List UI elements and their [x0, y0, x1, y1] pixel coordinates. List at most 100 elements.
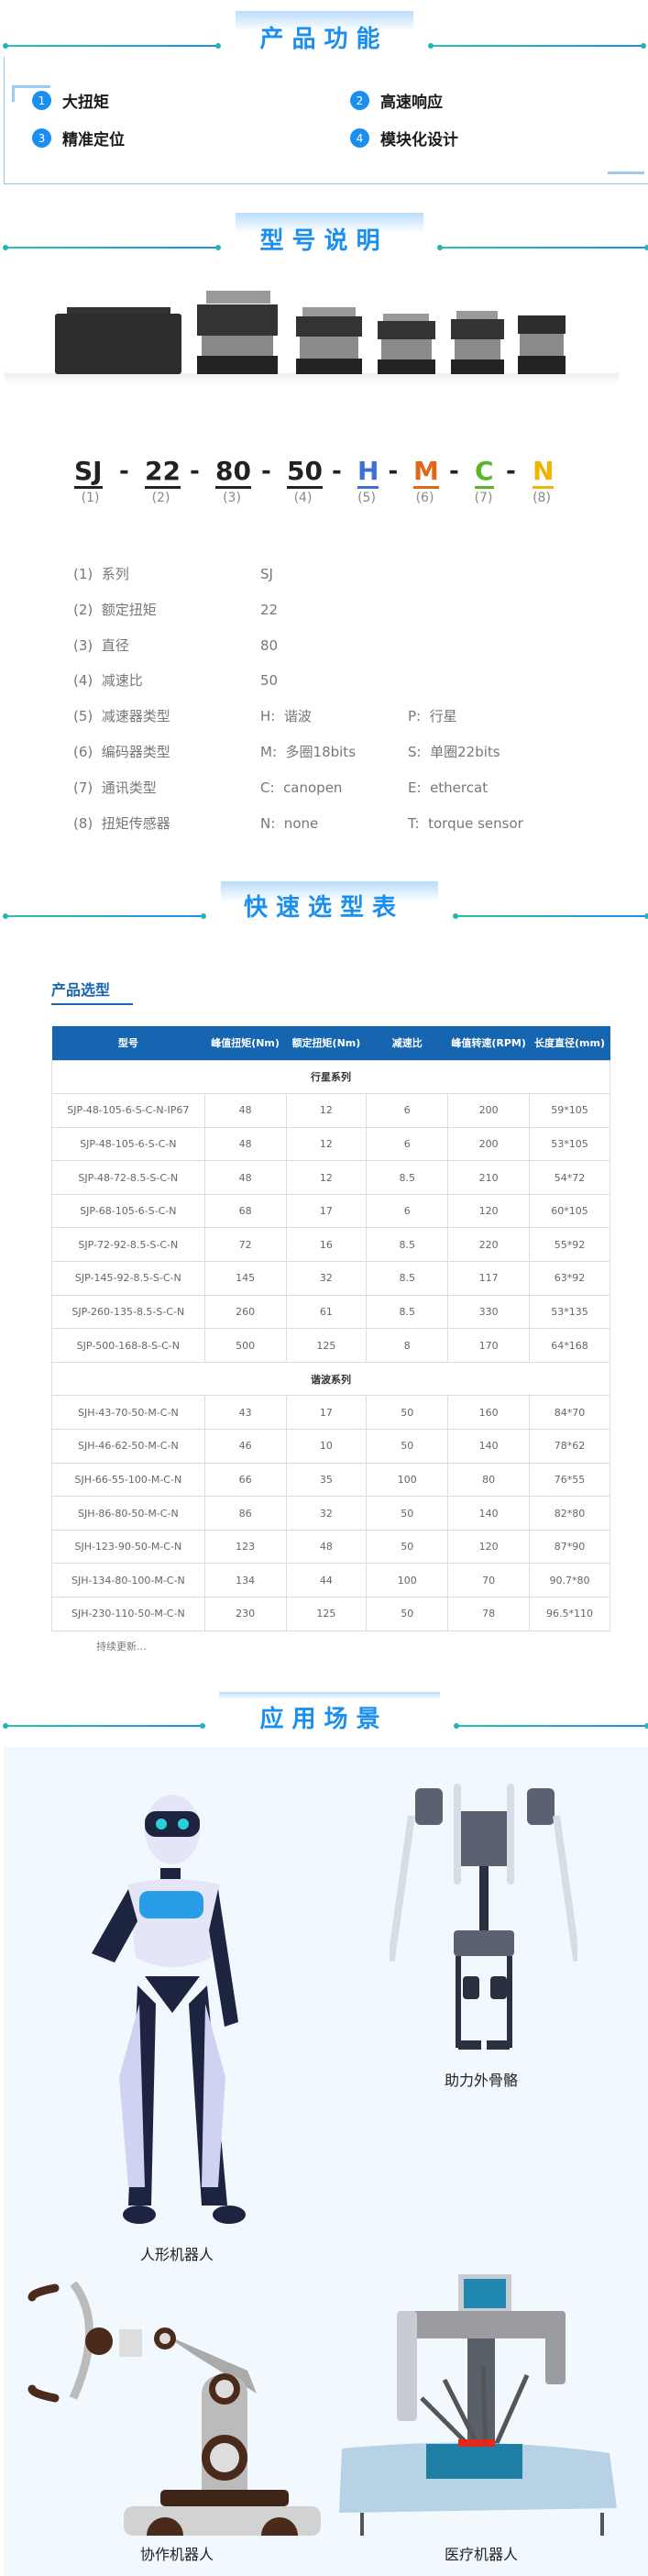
table-cell: 87*90 [529, 1529, 610, 1564]
divider-line-right [453, 913, 648, 919]
spec-value: C: canopen [260, 779, 343, 796]
table-group-row: 行星系列 [51, 1059, 610, 1095]
table-cell: 66 [203, 1462, 287, 1498]
table-cell: SJP-68-105-6-S-C-N [51, 1193, 205, 1229]
table-cell: 48 [203, 1126, 287, 1162]
medical-robot-illustration [339, 2274, 617, 2536]
spec-value-alt: E: ethercat [408, 779, 489, 796]
actuator-3 [296, 307, 362, 374]
application-label: 人形机器人 [139, 2246, 214, 2263]
code-separator: - [506, 458, 516, 485]
actuator-4 [378, 314, 435, 374]
feature-label: 精准定位 [62, 131, 125, 149]
table-cell: 8.5 [366, 1160, 449, 1195]
number-badge: 3 [32, 128, 51, 148]
spec-label: (2) 额定扭矩 [73, 601, 157, 618]
table-cell: 35 [285, 1462, 368, 1498]
table-cell: 54*72 [529, 1160, 610, 1195]
exoskeleton-illustration [390, 1784, 577, 2050]
product-lineup-image [5, 291, 619, 384]
table-cell: 32 [285, 1261, 368, 1296]
table-cell: SJP-145-92-8.5-S-C-N [51, 1261, 205, 1296]
code-segment: SJ [74, 459, 103, 489]
table-cell: SJH-134-80-100-M-C-N [51, 1563, 205, 1598]
column-header: 峰值转速(RPM) [447, 1026, 530, 1060]
application-panel [4, 1747, 648, 2576]
table-cell: 160 [447, 1395, 531, 1431]
spec-label: (1) 系列 [73, 566, 129, 582]
table-cell: 500 [203, 1328, 287, 1363]
table-cell: 134 [203, 1563, 287, 1598]
table-cell: 60*105 [529, 1193, 610, 1229]
table-cell: 82*80 [529, 1496, 610, 1531]
spec-value: 50 [260, 672, 279, 690]
code-segment: N [533, 459, 555, 489]
number-badge: 2 [350, 91, 369, 110]
table-cell: 17 [285, 1193, 368, 1229]
table-cell: 8 [366, 1328, 449, 1363]
table-cell: 117 [447, 1261, 531, 1296]
code-segment-index: (3) [223, 491, 241, 505]
selection-heading: 产品选型 [51, 978, 133, 1005]
divider-line-left [3, 1723, 205, 1729]
table-row: SJH-66-55-100-M-C-N 66 35 100 80 76*55 [51, 1462, 610, 1498]
feature-label: 模块化设计 [380, 131, 458, 149]
code-separator: - [190, 458, 200, 485]
title-highlight [219, 1692, 440, 1699]
application-label: 医疗机器人 [444, 2546, 518, 2563]
spec-value: H: 谐波 [260, 708, 312, 725]
table-cell: 43 [203, 1395, 287, 1431]
code-segment: 80 [215, 459, 251, 489]
table-cell: SJH-43-70-50-M-C-N [51, 1395, 205, 1431]
section-title-application: 应用场景 [259, 1706, 389, 1733]
selection-table: 型号 峰值扭矩(Nm) 额定扭矩(Nm) 减速比 峰值转速(RPM) 长度直径(mm) 行… [51, 1026, 610, 1631]
table-cell: 72 [203, 1227, 287, 1263]
number-badge: 4 [350, 128, 369, 148]
spec-value: 22 [260, 601, 279, 618]
divider-line-left [3, 913, 206, 919]
table-cell: 220 [447, 1227, 531, 1263]
divider-line-right [454, 1723, 648, 1729]
collaborative-robot-illustration [27, 2281, 321, 2536]
code-segment: C [475, 459, 494, 489]
table-cell: 53*105 [529, 1126, 610, 1162]
table-cell: 80 [447, 1462, 531, 1498]
table-row: SJP-48-72-8.5-S-C-N 48 12 8.5 210 54*72 [51, 1160, 610, 1195]
column-header: 减速比 [366, 1026, 448, 1060]
table-row: SJH-134-80-100-M-C-N 134 44 100 70 90.7*80 [51, 1563, 610, 1598]
table-cell: 10 [285, 1429, 368, 1464]
table-cell: 140 [447, 1429, 531, 1464]
spec-value: N: none [260, 814, 319, 832]
table-cell: 48 [203, 1160, 287, 1195]
spec-label: (5) 减速器类型 [73, 708, 170, 725]
table-cell: 50 [366, 1496, 449, 1531]
actuator-6 [518, 315, 566, 374]
code-segment-index: (7) [474, 491, 493, 505]
divider-line-right [437, 245, 648, 250]
table-cell: 8.5 [366, 1261, 449, 1296]
code-separator: - [332, 458, 342, 485]
table-cell: SJP-48-105-6-S-C-N-IP67 [51, 1093, 205, 1128]
table-cell: 78 [447, 1597, 531, 1631]
table-cell: SJH-86-80-50-M-C-N [51, 1496, 205, 1531]
feature-item: 2 高速响应 [350, 89, 443, 112]
code-separator: - [119, 458, 129, 485]
code-segment-index: (5) [357, 491, 376, 505]
feature-label: 高速响应 [380, 94, 443, 112]
code-segment: 50 [287, 459, 323, 489]
table-cell: 6 [366, 1126, 449, 1162]
table-cell: 120 [447, 1529, 531, 1564]
table-cell: 120 [447, 1193, 531, 1229]
spec-label: (7) 通讯类型 [73, 779, 157, 796]
table-cell: 125 [285, 1597, 368, 1631]
section-title-selection: 快速选型表 [243, 894, 404, 922]
table-cell: SJH-46-62-50-M-C-N [51, 1429, 205, 1464]
spec-value-alt: S: 单圈22bits [408, 744, 500, 760]
table-cell: 100 [366, 1462, 449, 1498]
corner-decoration [608, 171, 644, 174]
table-cell: 145 [203, 1261, 287, 1296]
table-row: SJH-230-110-50-M-C-N 230 125 50 78 96.5*110 [51, 1597, 610, 1631]
code-separator: - [449, 458, 459, 485]
table-cell: 12 [285, 1093, 368, 1128]
code-separator: - [388, 458, 399, 485]
